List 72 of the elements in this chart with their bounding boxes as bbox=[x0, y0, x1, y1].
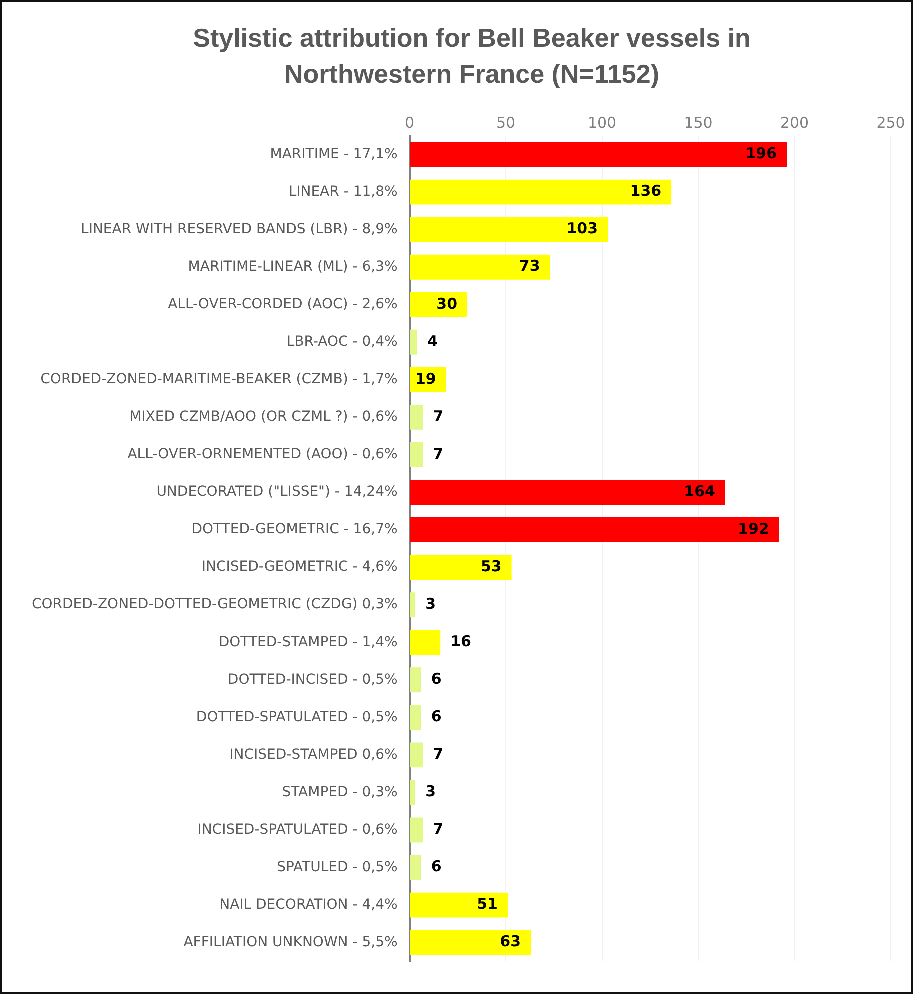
data-label: 7 bbox=[433, 745, 444, 764]
y-tick-label: DOTTED-INCISED - 0,5% bbox=[228, 672, 398, 688]
data-label: 6 bbox=[431, 708, 442, 726]
y-tick-label: MARITIME - 17,1% bbox=[270, 146, 398, 162]
bar bbox=[410, 705, 422, 730]
bar bbox=[410, 292, 468, 318]
y-tick-label: DOTTED-GEOMETRIC - 16,7% bbox=[192, 522, 398, 538]
data-label: 51 bbox=[477, 895, 498, 914]
bar bbox=[410, 217, 608, 242]
y-tick-label: ALL-OVER-CORDED (AOC) - 2,6% bbox=[168, 296, 398, 313]
y-tick-label: DOTTED-STAMPED - 1,4% bbox=[218, 634, 398, 650]
y-tick-label: ALL-OVER-ORNEMENTED (AOO) - 0,6% bbox=[128, 446, 398, 463]
bar bbox=[410, 592, 416, 618]
data-label: 4 bbox=[427, 332, 438, 350]
data-label: 53 bbox=[480, 557, 502, 576]
data-label: 19 bbox=[415, 370, 436, 388]
y-tick-label: INCISED-GEOMETRIC - 4,6% bbox=[202, 559, 398, 576]
y-tick-label: UNDECORATED ("LISSE") - 14,24% bbox=[156, 484, 398, 500]
data-label: 7 bbox=[433, 444, 444, 463]
bar bbox=[410, 142, 788, 168]
bar bbox=[410, 442, 424, 468]
bar bbox=[410, 668, 422, 693]
y-tick-label: NAIL DECORATION - 4,4% bbox=[220, 896, 398, 913]
x-tick-label: 0 bbox=[405, 114, 415, 132]
x-tick-label: 150 bbox=[684, 114, 713, 132]
data-label: 7 bbox=[433, 820, 444, 838]
data-label: 196 bbox=[746, 144, 778, 163]
bar bbox=[410, 630, 441, 656]
y-tick-label: CORDED-ZONED-MARITIME-BEAKER (CZMB) - 1,7% bbox=[40, 372, 398, 388]
chart-title: Stylistic attribution for Bell Beaker vessels in Northwestern France (N=1152) bbox=[192, 22, 752, 91]
y-tick-label: STAMPED - 0,3% bbox=[282, 784, 398, 800]
bar bbox=[410, 404, 424, 430]
data-label: 3 bbox=[426, 782, 436, 801]
data-label: 7 bbox=[433, 407, 444, 426]
x-tick-label: 200 bbox=[780, 114, 810, 132]
data-label: 73 bbox=[519, 257, 540, 276]
data-label: 103 bbox=[566, 220, 598, 238]
y-tick-label: LBR-AOC - 0,4% bbox=[286, 334, 398, 350]
bar bbox=[410, 818, 424, 843]
bar bbox=[410, 780, 416, 806]
data-label: 6 bbox=[431, 858, 442, 876]
y-tick-label: CORDED-ZONED-DOTTED-GEOMETRIC (CZDG) 0,3% bbox=[32, 596, 398, 613]
bar bbox=[410, 555, 512, 580]
bar bbox=[410, 930, 532, 956]
y-tick-label: LINEAR WITH RESERVED BANDS (LBR) - 8,9% bbox=[81, 221, 398, 238]
data-label: 136 bbox=[630, 182, 662, 200]
y-tick-label: INCISED-STAMPED 0,6% bbox=[230, 746, 398, 763]
x-tick-label: 100 bbox=[588, 114, 617, 132]
bar bbox=[410, 518, 780, 543]
y-tick-label: SPATULED - 0,5% bbox=[277, 859, 398, 876]
data-label: 192 bbox=[738, 520, 770, 538]
bar bbox=[410, 254, 550, 280]
bar bbox=[410, 742, 424, 768]
data-label: 63 bbox=[500, 932, 522, 951]
x-tick-label: 250 bbox=[876, 114, 906, 132]
data-label: 30 bbox=[436, 294, 458, 313]
bar bbox=[410, 855, 422, 880]
y-tick-label: MIXED CZMB/AOO (OR CZML ?) - 0,6% bbox=[130, 409, 398, 426]
data-label: 164 bbox=[684, 482, 716, 500]
x-tick-label: 50 bbox=[496, 114, 516, 132]
y-tick-label: MARITIME-LINEAR (ML) - 6,3% bbox=[188, 258, 398, 275]
bar bbox=[410, 180, 672, 205]
data-label: 16 bbox=[450, 632, 472, 651]
y-tick-label: LINEAR - 11,8% bbox=[288, 184, 398, 200]
data-label: 3 bbox=[426, 594, 436, 613]
bar bbox=[410, 892, 508, 918]
bar bbox=[410, 480, 726, 505]
y-tick-label: INCISED-SPATULATED - 0,6% bbox=[198, 822, 398, 838]
y-tick-label: AFFILIATION UNKNOWN - 5,5% bbox=[184, 934, 398, 950]
y-tick-label: DOTTED-SPATULATED - 0,5% bbox=[196, 709, 398, 726]
data-label: 6 bbox=[431, 670, 442, 688]
bar bbox=[410, 330, 418, 355]
